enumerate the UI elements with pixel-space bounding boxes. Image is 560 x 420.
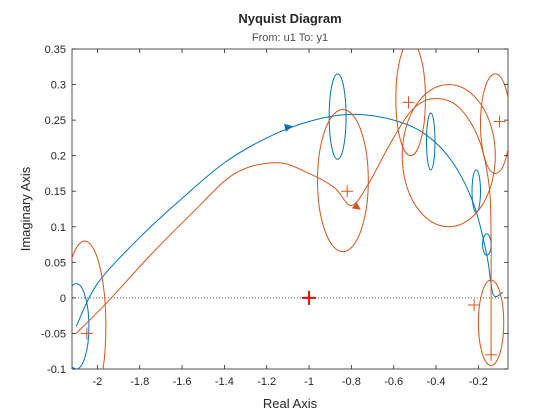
chart-title: Nyquist Diagram [238, 11, 341, 26]
x-tick-label: -1.6 [173, 376, 192, 388]
y-tick-label: -0.05 [41, 328, 66, 340]
y-tick-label: 0.1 [51, 222, 66, 234]
series-orange-marker [493, 115, 506, 128]
y-tick-label: 0.3 [51, 80, 66, 92]
series-orange-marker [468, 299, 481, 311]
series-orange-arrow [351, 201, 361, 210]
y-tick-label: 0.2 [51, 151, 66, 163]
axes-box [71, 48, 509, 370]
x-axis-ticks: -2 -1.8 -1.6 -1.4 -1.2 -1 -0.8 -0.6 -0.4 -0.2 [93, 49, 488, 388]
series-orange-loop [401, 84, 496, 228]
x-tick-label: -1.2 [257, 376, 276, 388]
x-tick-label: -1.4 [215, 376, 234, 388]
series-orange-marker [485, 348, 498, 361]
y-axis-ticks: -0.1 -0.05 0 0.05 0.1 0.15 0.2 0.25 0.3 0.35 [41, 44, 508, 376]
critical-point-marker [302, 290, 317, 305]
series-blue-loop [72, 283, 90, 369]
series-blue-curve [75, 113, 503, 327]
y-tick-label: 0.25 [45, 115, 66, 127]
series-orange-curve [75, 98, 492, 355]
x-tick-label: -0.4 [427, 376, 446, 388]
y-axis-label: Imaginary Axis [18, 166, 33, 251]
x-tick-label: -0.6 [384, 376, 403, 388]
series-orange-loop [477, 279, 505, 366]
y-tick-label: 0.15 [45, 186, 66, 198]
y-tick-label: 0.05 [45, 257, 66, 269]
y-tick-label: 0 [60, 293, 66, 305]
series-blue-loop [426, 112, 436, 171]
series-orange-loop [317, 108, 369, 253]
x-axis-label: Real Axis [263, 396, 318, 411]
series-blue-loop [328, 73, 347, 160]
y-tick-label: 0.35 [45, 44, 66, 56]
series-layer [72, 49, 508, 369]
series-orange-loop [72, 240, 107, 369]
y-tick-label: -0.1 [47, 364, 66, 376]
series-orange-loop [479, 73, 508, 174]
x-tick-label: -1.8 [130, 376, 149, 388]
marker-layer [80, 96, 506, 361]
chart-subtitle: From: u1 To: y1 [252, 32, 328, 44]
series-orange-marker [402, 96, 415, 109]
x-tick-label: -2 [93, 376, 103, 388]
series-orange-loop [395, 49, 426, 157]
series-blue-arrow [284, 123, 293, 132]
series-orange-marker [80, 327, 93, 340]
x-tick-label: -0.2 [469, 376, 488, 388]
series-orange-marker [341, 185, 354, 198]
x-tick-label: -1 [304, 376, 314, 388]
x-tick-label: -0.8 [342, 376, 361, 388]
plot-area: -2 -1.8 -1.6 -1.4 -1.2 -1 -0.8 -0.6 -0.4 -0.2 -0.… [41, 44, 509, 388]
